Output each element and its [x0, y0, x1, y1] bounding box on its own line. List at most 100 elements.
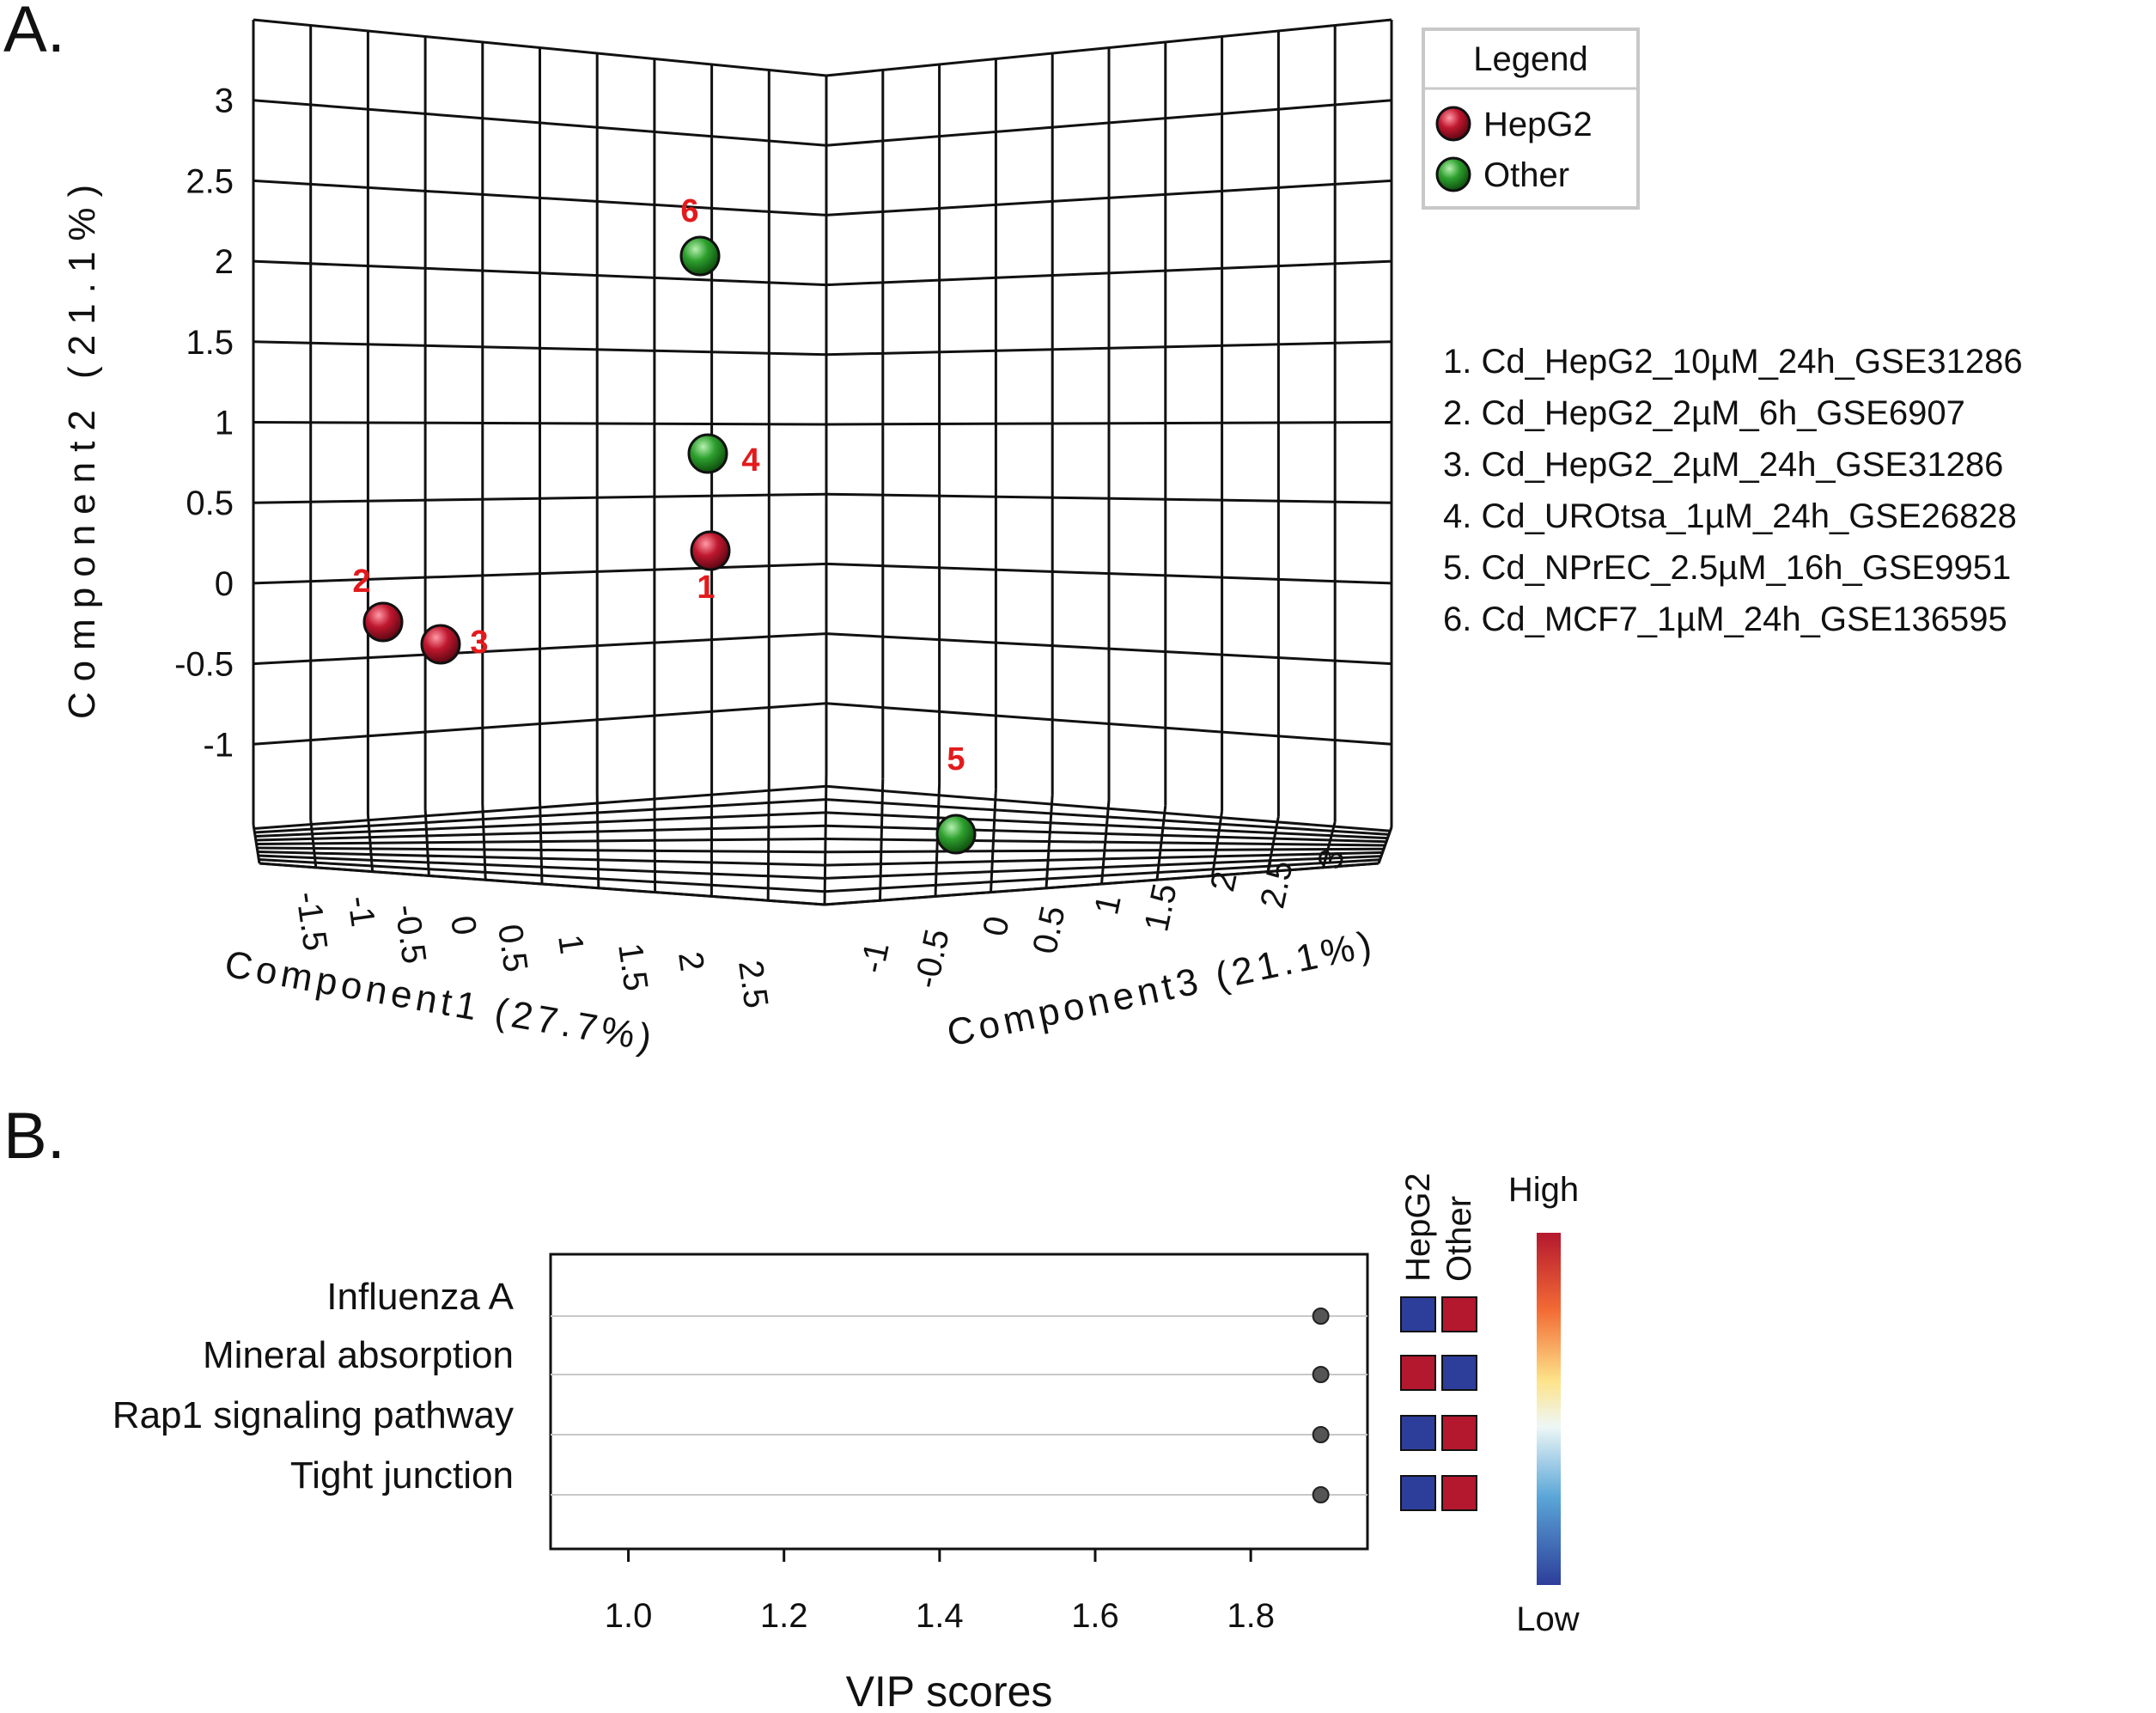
grid-line: [253, 18, 827, 77]
sample-list-item: 6. Cd_MCF7_1µM_24h_GSE136595: [1443, 600, 2007, 638]
grid-line: [825, 179, 1392, 216]
grid-line: [825, 702, 1392, 746]
heatmap-cell: [1441, 1355, 1477, 1391]
vip-tick-label: 1.6: [1071, 1597, 1119, 1635]
legend: Legend HepG2 Other: [1422, 27, 1640, 210]
heat-column-hepg2: HepG2: [1399, 1173, 1437, 1282]
z-axis-label: Component3 (21.1%): [943, 923, 1379, 1055]
grid-line: [825, 340, 1392, 357]
data-point-label: 2: [352, 564, 370, 600]
grid-line: [256, 838, 826, 845]
z-tick-label: 2: [1203, 869, 1245, 895]
vip-point: [1312, 1308, 1330, 1325]
x-tick-label: 1: [551, 932, 591, 956]
y-tick-label: 0: [215, 565, 234, 603]
heat-column-other: Other: [1440, 1196, 1478, 1282]
grid-line: [825, 99, 1392, 147]
grid-line: [825, 838, 1386, 847]
vip-row-label: Mineral absorption: [203, 1334, 514, 1376]
grid-line: [825, 811, 1388, 840]
grid-line: [257, 850, 825, 867]
vip-tick-label: 1.0: [605, 1597, 653, 1635]
x-tick-label: 0.5: [490, 922, 534, 974]
legend-other-swatch: [1435, 156, 1471, 192]
data-point: [420, 624, 461, 665]
vip-x-axis-label: VIP scores: [846, 1667, 1053, 1713]
y-tick-label: 2.5: [186, 162, 234, 200]
x-tick-label: 0: [443, 913, 484, 937]
grid-line: [255, 824, 826, 842]
scale-low-label: Low: [1516, 1600, 1579, 1638]
sample-list-item: 5. Cd_NPrEC_2.5µM_16h_GSE9951: [1443, 549, 2011, 587]
legend-hepg2-label: HepG2: [1483, 106, 1593, 143]
x-axis-ticks: -1.5 -1 -0.5 0 0.5 1 1.5 2 2.5: [289, 889, 775, 1010]
vip-point: [1312, 1426, 1330, 1443]
y-tick-label: 0.5: [186, 485, 234, 522]
x-axis-label: Component1 (27.7%): [222, 942, 659, 1060]
panel-b-label: B.: [3, 1100, 65, 1173]
sample-list-item: 4. Cd_UROtsa_1µM_24h_GSE26828: [1443, 497, 2017, 535]
vip-row-label: Rap1 signaling pathway: [113, 1394, 514, 1436]
y-axis-ticks: 3 2.5 2 1.5 1 0.5 0 -0.5 -1: [174, 82, 234, 765]
x-tick-label: -0.5: [387, 902, 433, 966]
heatmap-cell: [1400, 1415, 1436, 1451]
grid-line: [825, 632, 1392, 666]
grid-line: [253, 492, 827, 504]
grid-line: [825, 492, 1392, 504]
sample-list: 1. Cd_HepG2_10µM_24h_GSE31286 2. Cd_HepG…: [1443, 343, 2023, 638]
heatmap-cell: [1400, 1475, 1436, 1511]
grid-line: [825, 850, 1383, 867]
y-tick-label: -0.5: [174, 646, 234, 684]
data-point-label: 5: [947, 741, 965, 777]
legend-hepg2-swatch: [1435, 106, 1471, 142]
grid-line: [825, 18, 1392, 77]
grid-line: [258, 854, 825, 880]
grid-line: [253, 99, 827, 147]
vip-tick-label: 1.8: [1227, 1597, 1275, 1635]
y-tick-label: 2: [215, 243, 234, 281]
data-point: [362, 601, 404, 643]
vip-row-label: Tight junction: [290, 1454, 514, 1497]
heatmap-cell: [1400, 1355, 1436, 1391]
legend-title: Legend: [1473, 40, 1587, 78]
z-tick-label: -1: [853, 939, 896, 977]
grid-line: [253, 340, 827, 357]
data-point-label: 6: [680, 193, 698, 229]
color-scale-bar: [1537, 1233, 1561, 1585]
x-tick-label: 2.5: [731, 958, 775, 1010]
vip-point: [1312, 1486, 1330, 1503]
legend-other-label: Other: [1483, 156, 1569, 194]
grid-line: [253, 702, 827, 746]
grid-line: [824, 862, 1379, 906]
grid-line: [825, 798, 1390, 836]
grid-line: [259, 858, 825, 893]
heatmap-cell: [1441, 1475, 1477, 1511]
data-point: [935, 814, 977, 855]
sample-list-item: 3. Cd_HepG2_2µM_24h_GSE31286: [1443, 446, 2003, 484]
data-point-label: 4: [741, 442, 759, 479]
grid-line: [253, 179, 827, 216]
x-tick-label: 2: [671, 949, 711, 973]
grid-line: [253, 259, 827, 287]
grid-line: [825, 858, 1380, 893]
panel-a-label: A.: [3, 0, 65, 66]
data-point-label: 1: [697, 570, 715, 606]
z-tick-label: 1: [1087, 892, 1129, 918]
vip-rows: Influenza A Mineral absorption Rap1 signal…: [113, 1276, 1367, 1503]
vip-tick-label: 1.4: [916, 1597, 964, 1635]
grid-line: [825, 421, 1392, 426]
points-3d: 1 2 3 4 5 6: [352, 193, 977, 855]
x-tick-label: -1.5: [289, 889, 334, 953]
x-tick-label: 1.5: [611, 941, 655, 993]
data-point: [690, 530, 731, 571]
grid-line: [825, 824, 1387, 844]
grid-line: [257, 846, 825, 854]
y-tick-label: 1.5: [186, 324, 234, 362]
data-point: [687, 433, 728, 474]
grid-line: [825, 784, 1391, 832]
grid-line: [253, 632, 827, 666]
y-tick-label: 1: [215, 405, 234, 442]
z-tick-label: 1.5: [1137, 881, 1185, 936]
vip-plot-frame: [549, 1253, 1369, 1551]
